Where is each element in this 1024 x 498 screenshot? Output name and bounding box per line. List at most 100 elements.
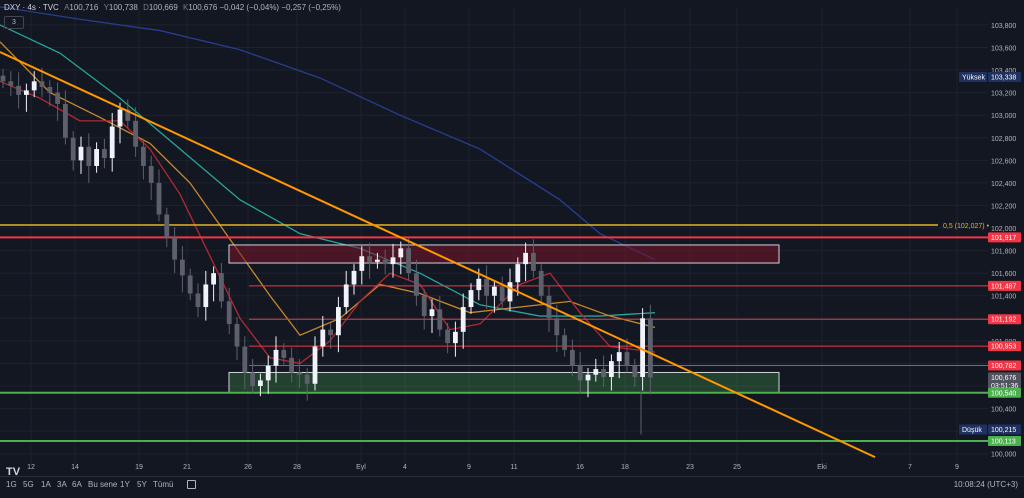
candle-body	[70, 137, 76, 161]
y-tick-label: 101,400	[991, 294, 1016, 301]
price-tag-value: 100,215	[991, 427, 1016, 434]
candle-body	[141, 146, 146, 166]
price-tag-value: 103,338	[991, 75, 1016, 82]
trendline[interactable]	[0, 51, 876, 459]
candle-body	[390, 257, 396, 265]
x-tick-label: 9	[955, 464, 959, 471]
timeframe-button[interactable]: Bu sene	[88, 480, 118, 489]
timeframe-button[interactable]: 3A	[57, 480, 67, 489]
candle-body	[164, 214, 170, 238]
indicators-toggle[interactable]: 3	[4, 16, 24, 29]
price-tag	[988, 72, 1021, 83]
candle-body	[601, 369, 606, 377]
candle-body	[570, 349, 575, 366]
price-tag-value: 100,540	[991, 390, 1016, 397]
price-tag	[988, 424, 1021, 435]
y-tick-label: 102,800	[991, 136, 1016, 143]
x-tick-label: 12	[27, 464, 35, 471]
ma-navy-line	[0, 6, 656, 261]
candle-body	[484, 278, 489, 296]
price-labels: 103,338 Yüksek 101,917 101,487 101,192 100,95…	[959, 72, 1021, 446]
candle-body	[336, 307, 341, 336]
price-tag-value: 101,192	[991, 317, 1016, 324]
candle-body	[609, 361, 614, 377]
tradingview-logo[interactable]: TV	[6, 466, 21, 478]
candle-body	[148, 165, 154, 183]
candle-body	[109, 126, 115, 159]
candle-body	[523, 252, 528, 265]
y-tick-label: 101,600	[991, 271, 1016, 278]
price-tag-value: 100,676	[991, 375, 1016, 382]
orange-trendline	[0, 51, 876, 459]
symbol-title[interactable]: DXY · 4s · TVC	[4, 3, 59, 12]
candle-body	[328, 329, 333, 336]
price-tag	[988, 341, 1021, 352]
candle-body	[211, 273, 216, 285]
timeframe-button[interactable]: 1A	[41, 480, 51, 489]
timeframe-button[interactable]: 5G	[23, 480, 34, 489]
candle-body	[297, 372, 302, 375]
x-tick-label: 28	[293, 464, 301, 471]
candlesticks	[0, 67, 653, 435]
price-tag-caption-bg	[959, 72, 987, 83]
candle-body	[8, 81, 14, 86]
candle-body	[367, 256, 372, 262]
candle-body	[429, 309, 435, 317]
candle-body	[320, 329, 326, 347]
candle-body	[531, 252, 536, 271]
horizontal-levels: 0,5 (102,027) •	[0, 223, 990, 442]
candle-body	[585, 374, 591, 381]
candle-body	[180, 259, 185, 276]
price-tag	[988, 232, 1021, 243]
timeframe-button[interactable]: 5Y	[137, 480, 147, 489]
timeframe-button[interactable]: Tümü	[153, 480, 174, 489]
x-tick-label: Eki	[817, 464, 827, 471]
y-tick-label: 100,400	[991, 407, 1016, 414]
y-tick-label: 102,400	[991, 181, 1016, 188]
price-tag-value: 100,113	[991, 438, 1016, 445]
candle-body	[554, 318, 560, 336]
y-tick-label: 101,800	[991, 249, 1016, 256]
y-tick-label: 103,800	[991, 23, 1016, 30]
candle-body	[86, 146, 92, 166]
candle-body	[421, 295, 427, 317]
candle-body	[78, 146, 84, 161]
y-tick-label: 103,600	[991, 45, 1016, 52]
x-tick-label: 19	[135, 464, 143, 471]
candle-body	[304, 374, 310, 384]
candle-body	[640, 318, 645, 377]
timeframe-button[interactable]: 6A	[72, 480, 82, 489]
candle-body	[242, 346, 248, 373]
candle-body	[47, 86, 53, 93]
price-tag	[988, 435, 1021, 446]
candle-body	[577, 365, 583, 381]
bottom-toolbar	[0, 476, 1024, 498]
candle-body	[398, 248, 404, 258]
timeframe-button[interactable]: 1Y	[120, 480, 130, 489]
price-tag	[988, 372, 1021, 391]
candle-body	[234, 323, 240, 347]
candle-body	[55, 92, 60, 104]
candle-body	[445, 329, 450, 344]
price-tag	[988, 314, 1021, 325]
calendar-icon[interactable]	[187, 480, 196, 489]
price-tag	[988, 280, 1021, 291]
fib-label: 0,5 (102,027) •	[943, 223, 990, 230]
x-tick-label: Eyl	[356, 464, 366, 471]
candle-body	[593, 369, 599, 375]
candle-body	[375, 259, 380, 262]
candle-body	[172, 237, 177, 260]
ma-teal-line	[0, 24, 656, 317]
timeframe-button[interactable]: 1G	[6, 480, 17, 489]
change-value-2: −0,257 (−0,25%)	[281, 3, 341, 12]
time-axis[interactable]: 12 14 19 21 26 28 Eyl 4 9 11 16 18 23 25 Eki 7 9	[27, 464, 959, 471]
candle-body	[281, 349, 287, 358]
candle-body	[343, 284, 349, 308]
x-tick-label: 9	[467, 464, 471, 471]
candle-body	[219, 273, 224, 302]
clock-display[interactable]: 10:08:24 (UTC+3)	[953, 480, 1018, 489]
price-tag-value: 101,487	[991, 283, 1016, 290]
candle-body	[203, 284, 209, 308]
candle-body	[250, 372, 255, 387]
